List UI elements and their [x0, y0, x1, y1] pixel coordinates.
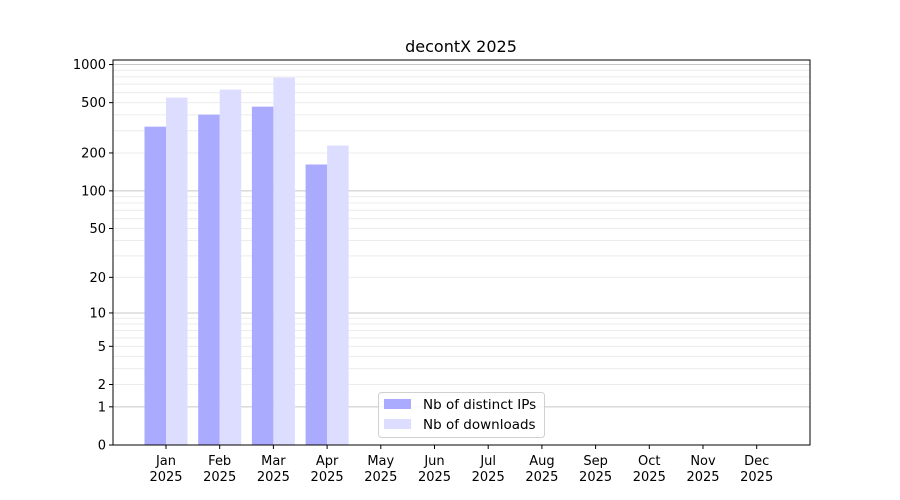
x-tick-label: 2025	[418, 470, 451, 485]
x-tick-label: 2025	[633, 470, 666, 485]
legend-box	[378, 392, 545, 438]
y-tick-label: 1	[98, 400, 106, 415]
y-tick-label: 200	[81, 146, 106, 161]
y-tick-label: 50	[89, 222, 106, 237]
y-tick-label: 0	[98, 439, 106, 454]
legend: Nb of distinct IPs Nb of downloads	[378, 392, 545, 438]
x-tick-label: Dec	[744, 454, 769, 469]
legend-swatch	[384, 419, 411, 429]
x-tick-label: 2025	[686, 470, 719, 485]
x-tick-label: Feb	[208, 454, 231, 469]
x-tick-label: 2025	[203, 470, 236, 485]
x-tick-label: Mar	[261, 454, 286, 469]
x-tick-label: 2025	[579, 470, 612, 485]
legend-label: Nb of downloads	[423, 417, 536, 433]
y-tick-label: 10	[89, 306, 106, 321]
x-tick-label: Aug	[529, 454, 554, 469]
bar-downloads	[219, 89, 242, 446]
x-tick-label: 2025	[364, 470, 397, 485]
bar-downloads	[273, 77, 295, 445]
bar-downloads	[327, 145, 349, 446]
x-tick-label: Jun	[423, 454, 444, 469]
x-tick-label: Jul	[479, 454, 496, 469]
y-tick-label: 2	[98, 378, 106, 393]
x-tick-label: Sep	[583, 454, 608, 469]
bar-distinct-ips	[198, 114, 220, 445]
bar-distinct-ips	[305, 164, 328, 445]
y-tick-label: 5	[98, 340, 106, 355]
bar-distinct-ips	[251, 106, 274, 445]
x-tick-label: 2025	[740, 470, 773, 485]
x-tick-label: Jan	[155, 454, 176, 469]
x-tick-label: 2025	[311, 470, 344, 485]
x-tick-label: May	[367, 454, 394, 469]
y-tick-label: 100	[81, 184, 106, 199]
x-tick-label: Nov	[690, 454, 716, 469]
bar-distinct-ips	[144, 126, 166, 445]
y-tick-label: 20	[89, 271, 106, 286]
bar-downloads	[166, 97, 188, 445]
x-tick-label: 2025	[149, 470, 182, 485]
chart-title: decontX 2025	[405, 37, 517, 56]
x-tick-label: 2025	[525, 470, 558, 485]
x-tick-label: Apr	[316, 454, 339, 469]
x-tick-label: 2025	[257, 470, 290, 485]
y-tick-label: 500	[81, 96, 106, 111]
legend-swatch	[384, 399, 411, 409]
legend-label: Nb of distinct IPs	[423, 397, 536, 413]
plot-frame	[112, 59, 811, 446]
x-tick-label: 2025	[472, 470, 505, 485]
x-tick-label: Oct	[638, 454, 660, 469]
y-tick-label: 1000	[73, 58, 106, 73]
